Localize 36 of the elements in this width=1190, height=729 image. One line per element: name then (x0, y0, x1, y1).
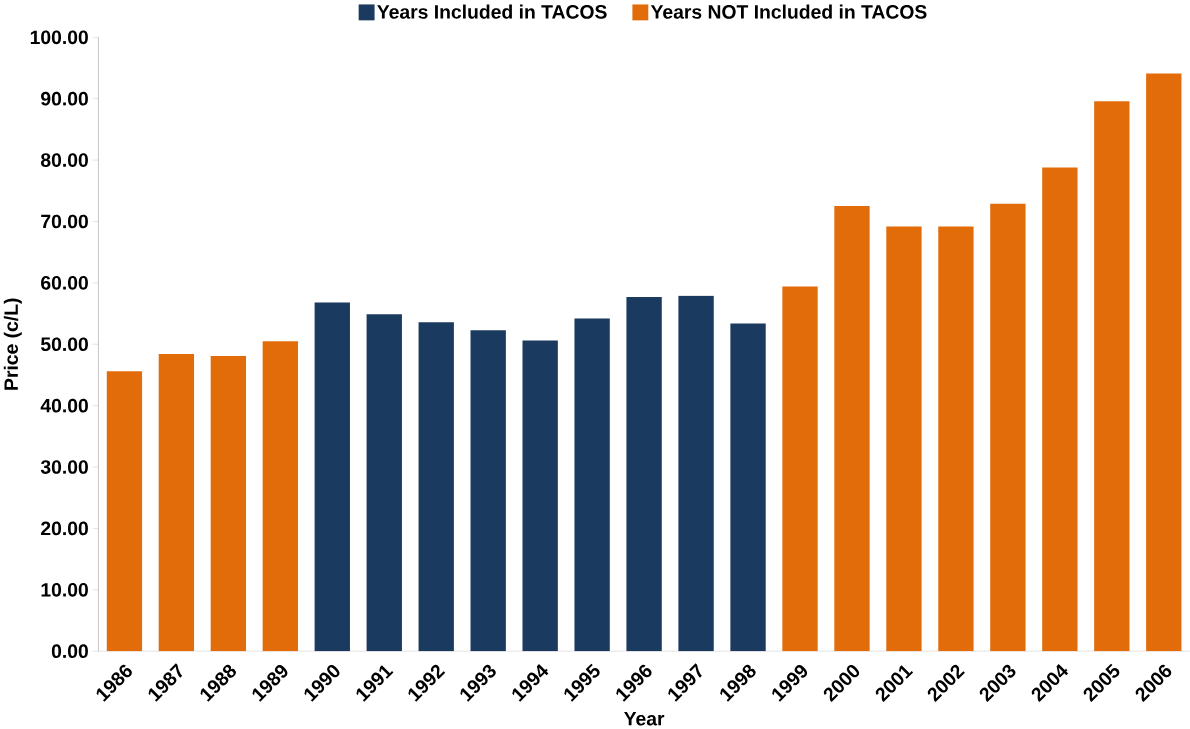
y-tick-label: 20.00 (41, 521, 88, 536)
bar (782, 286, 818, 652)
bar (574, 318, 610, 652)
y-tick-label: 70.00 (41, 214, 88, 229)
bar (886, 226, 922, 652)
bar (106, 371, 143, 652)
bar (938, 226, 974, 652)
bar (158, 353, 195, 652)
bar (1094, 101, 1130, 652)
y-tick-label: 0.00 (51, 644, 88, 658)
bar (470, 329, 506, 652)
y-tick-label: 60.00 (41, 275, 88, 290)
y-tick-label: 100.00 (30, 30, 88, 45)
y-tick-label: 30.00 (40, 460, 88, 474)
y-tick-label: 10.00 (41, 582, 88, 597)
bar (418, 322, 454, 652)
x-axis-title: Year (624, 711, 665, 726)
bar (366, 314, 402, 652)
legend-label: Years NOT Included in TACOS (650, 4, 927, 19)
bar (730, 323, 766, 652)
y-axis-title: Price (c/L) (3, 298, 22, 390)
y-tick-label: 90.00 (41, 91, 88, 106)
bar (1146, 73, 1182, 652)
y-tick-label: 40.00 (40, 398, 88, 413)
bar (262, 341, 298, 652)
legend-label: Years Included in TACOS (377, 4, 607, 19)
bar (210, 355, 247, 652)
bar (626, 296, 662, 652)
bar (678, 295, 714, 652)
bar (834, 205, 870, 652)
y-tick-label: 80.00 (40, 153, 88, 167)
bar (1042, 167, 1078, 652)
bar (522, 340, 558, 652)
bar (314, 302, 350, 652)
bar (990, 203, 1026, 652)
y-tick-label: 50.00 (40, 337, 88, 351)
